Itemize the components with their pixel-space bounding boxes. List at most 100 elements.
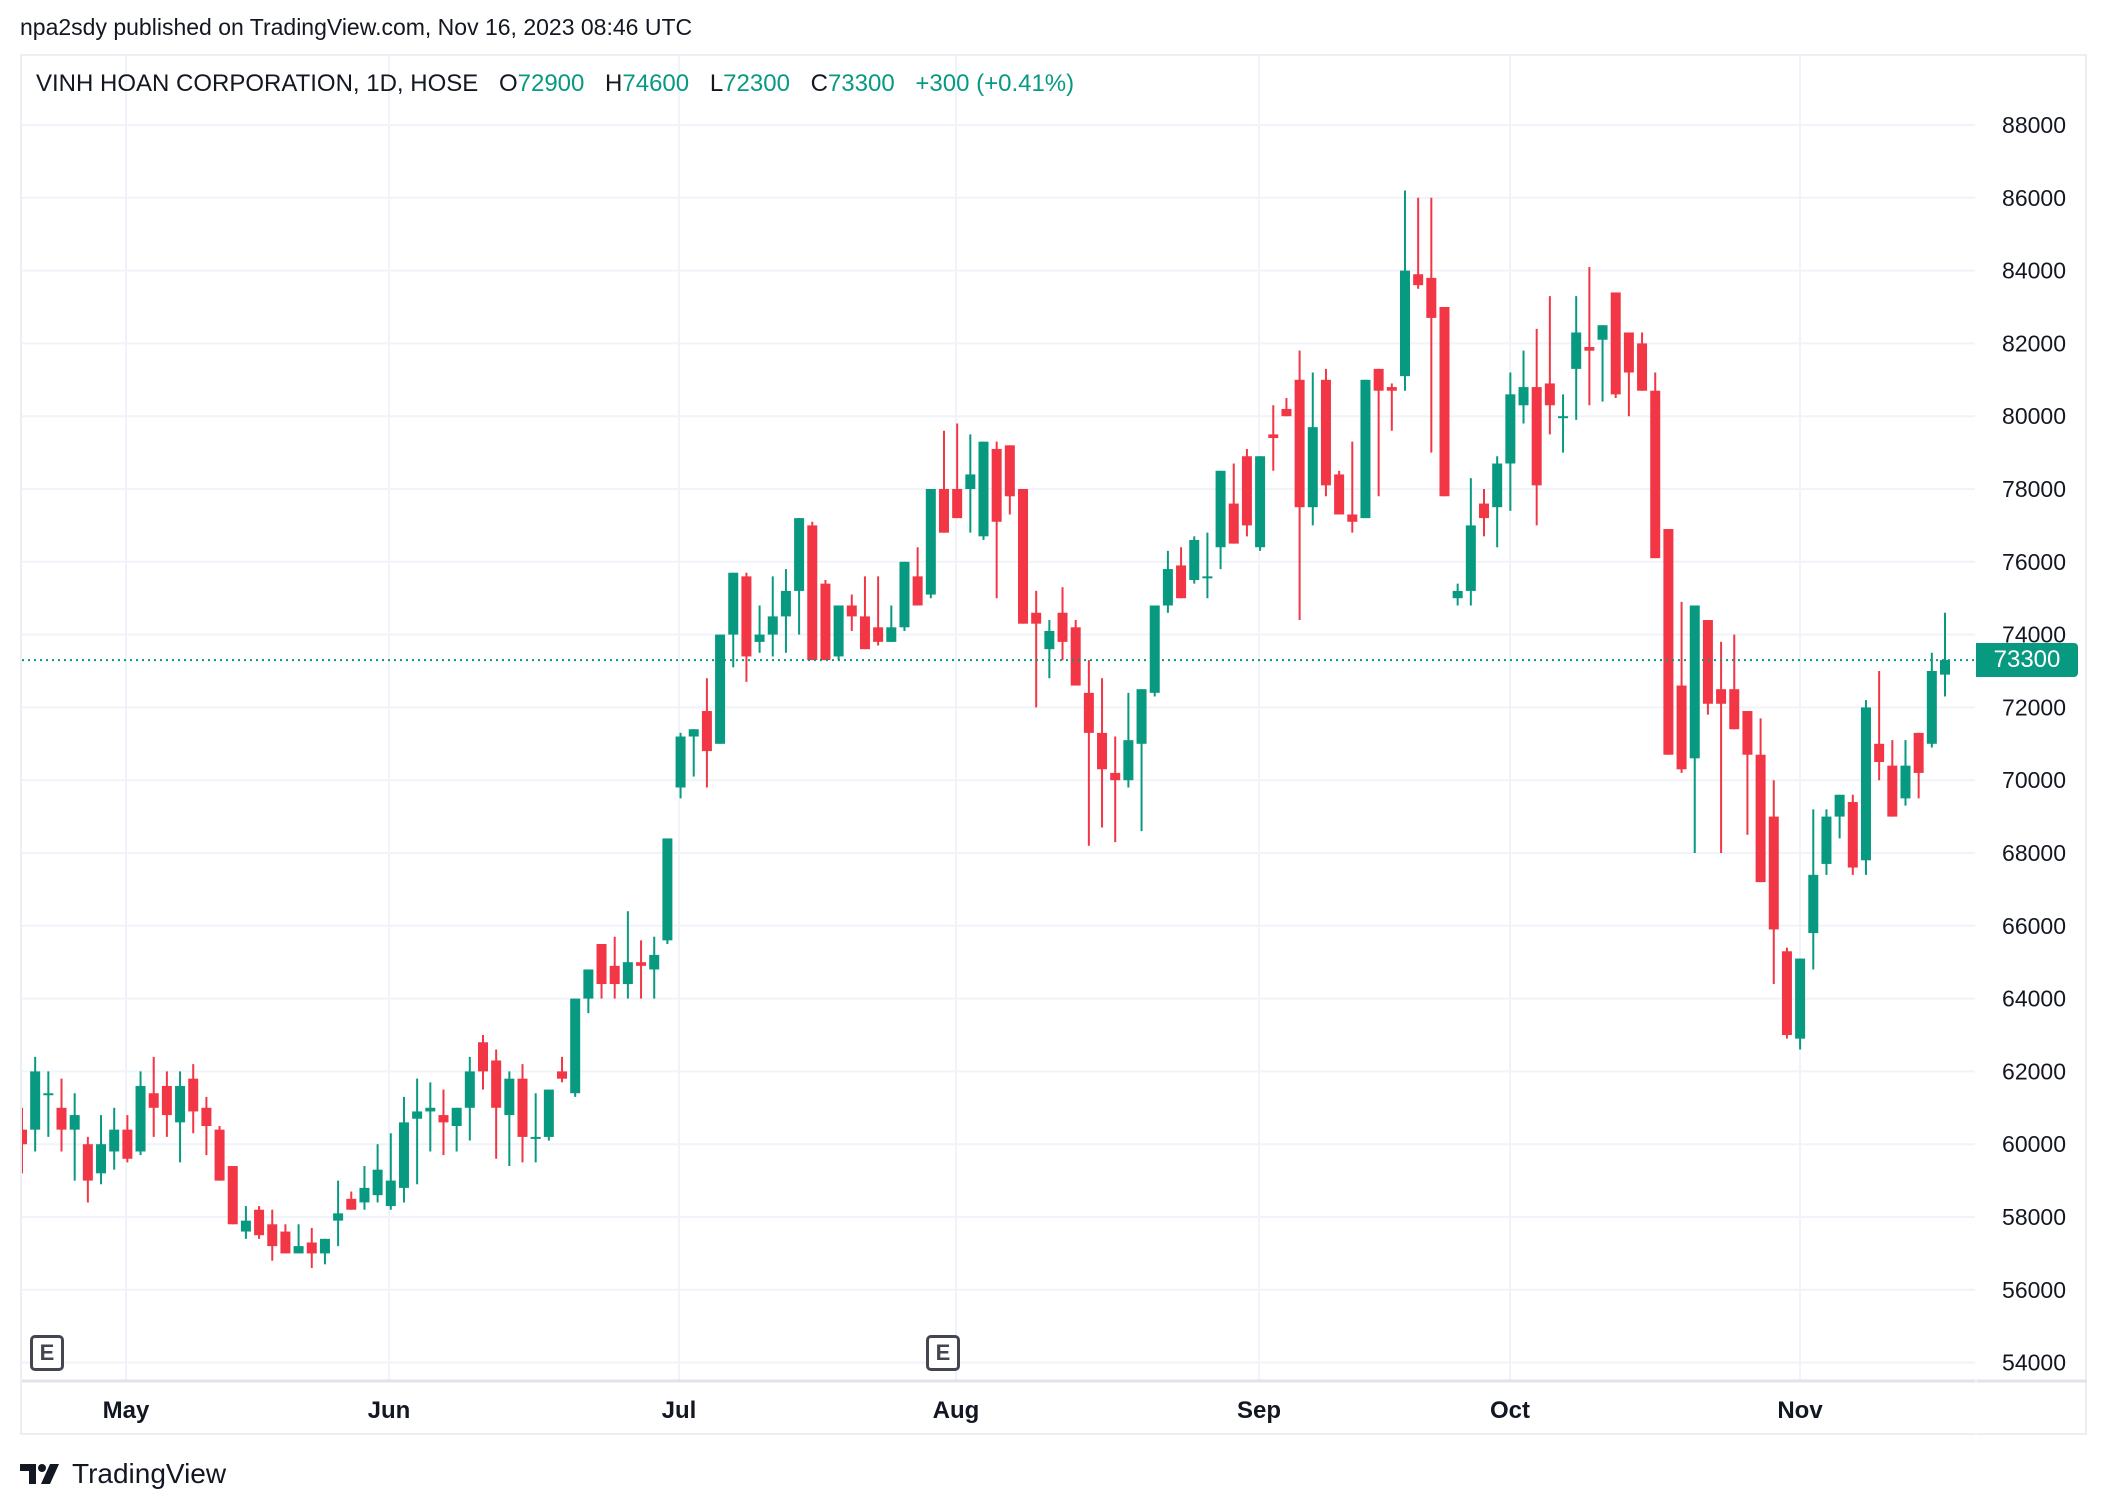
candle-body[interactable]: [43, 1093, 54, 1096]
candle-body[interactable]: [1426, 277, 1437, 318]
candle-body[interactable]: [161, 1085, 172, 1116]
candle-body[interactable]: [293, 1246, 304, 1254]
candle-body[interactable]: [1215, 470, 1226, 548]
candle-body[interactable]: [952, 489, 963, 519]
candle-body[interactable]: [491, 1060, 502, 1108]
candle-body[interactable]: [412, 1111, 423, 1119]
candle-body[interactable]: [372, 1169, 383, 1196]
symbol-title[interactable]: VINH HOAN CORPORATION, 1D, HOSE: [36, 70, 479, 97]
candle-body[interactable]: [1755, 754, 1766, 883]
candle-body[interactable]: [1044, 630, 1055, 650]
candle-body[interactable]: [1663, 529, 1674, 755]
candle-body[interactable]: [1913, 732, 1924, 773]
candle-body[interactable]: [1399, 270, 1410, 377]
candle-body[interactable]: [1479, 503, 1490, 519]
candle-body[interactable]: [1492, 463, 1503, 508]
candle-body[interactable]: [175, 1085, 186, 1123]
candle-body[interactable]: [741, 576, 752, 657]
candle-body[interactable]: [728, 572, 739, 635]
candle-body[interactable]: [1110, 772, 1121, 781]
candle-body[interactable]: [859, 616, 870, 650]
candle-body[interactable]: [1821, 816, 1832, 864]
candle-body[interactable]: [1123, 740, 1134, 781]
candle-body[interactable]: [504, 1078, 515, 1116]
candle-body[interactable]: [820, 583, 831, 661]
candle-body[interactable]: [1874, 743, 1885, 762]
candle-body[interactable]: [1702, 620, 1713, 704]
candle-body[interactable]: [701, 711, 712, 752]
candle-body[interactable]: [1571, 332, 1582, 369]
candle-body[interactable]: [333, 1213, 344, 1221]
candle-body[interactable]: [1268, 434, 1279, 439]
candle-body[interactable]: [477, 1042, 488, 1072]
candle-body[interactable]: [1716, 689, 1727, 704]
candle-body[interactable]: [807, 525, 818, 661]
candle-body[interactable]: [1031, 612, 1042, 624]
candle-body[interactable]: [767, 616, 778, 635]
tradingview-logo[interactable]: TradingView: [20, 1458, 226, 1490]
candle-body[interactable]: [17, 1129, 27, 1145]
candle-body[interactable]: [1676, 685, 1687, 770]
candle-body[interactable]: [1136, 689, 1147, 744]
candle-body[interactable]: [254, 1209, 265, 1236]
candle-body[interactable]: [1847, 802, 1858, 868]
candle-body[interactable]: [688, 729, 699, 737]
candle-body[interactable]: [398, 1122, 409, 1188]
candle-body[interactable]: [1597, 325, 1608, 340]
candle-body[interactable]: [122, 1129, 133, 1159]
candle-body[interactable]: [833, 605, 844, 657]
candle-body[interactable]: [96, 1144, 107, 1174]
candle-body[interactable]: [1795, 958, 1806, 1039]
candle-body[interactable]: [1808, 874, 1819, 934]
candle-body[interactable]: [1531, 387, 1542, 486]
candle-body[interactable]: [1241, 456, 1252, 526]
candle-body[interactable]: [780, 590, 791, 617]
candle-body[interactable]: [227, 1166, 238, 1225]
candle-body[interactable]: [1057, 612, 1068, 642]
candle-body[interactable]: [188, 1078, 199, 1112]
candle-body[interactable]: [557, 1071, 568, 1079]
candle-body[interactable]: [1294, 379, 1305, 508]
candle-body[interactable]: [1149, 605, 1160, 693]
candle-body[interactable]: [1452, 590, 1463, 599]
candle-body[interactable]: [662, 838, 673, 941]
candle-body[interactable]: [1689, 605, 1700, 759]
candle-body[interactable]: [1742, 711, 1753, 755]
candle-body[interactable]: [1439, 307, 1450, 497]
candle-body[interactable]: [873, 627, 884, 642]
candle-body[interactable]: [148, 1093, 159, 1108]
candle-body[interactable]: [30, 1071, 41, 1130]
candle-body[interactable]: [425, 1107, 436, 1112]
candle-body[interactable]: [1373, 368, 1384, 391]
candle-body[interactable]: [214, 1129, 225, 1181]
candle-body[interactable]: [846, 605, 857, 617]
candle-body[interactable]: [1413, 274, 1424, 286]
candle-body[interactable]: [1202, 576, 1213, 579]
candle-body[interactable]: [978, 441, 989, 537]
candle-body[interactable]: [438, 1115, 449, 1123]
candle-body[interactable]: [1347, 514, 1358, 522]
candle-body[interactable]: [1189, 539, 1200, 580]
candle-body[interactable]: [1584, 347, 1595, 351]
candle-body[interactable]: [359, 1187, 370, 1203]
candle-body[interactable]: [319, 1238, 330, 1254]
candle-body[interactable]: [543, 1089, 554, 1137]
candle-body[interactable]: [1610, 292, 1621, 395]
candle-body[interactable]: [280, 1231, 291, 1254]
candle-body[interactable]: [570, 998, 581, 1094]
candle-body[interactable]: [1768, 816, 1779, 930]
candle-body[interactable]: [1781, 951, 1792, 1035]
candle-body[interactable]: [794, 518, 805, 591]
candle-body[interactable]: [1320, 379, 1331, 486]
candle-body[interactable]: [346, 1198, 357, 1210]
candle-body[interactable]: [1334, 474, 1345, 515]
candle-body[interactable]: [1176, 565, 1187, 599]
candle-body[interactable]: [1162, 569, 1173, 606]
candle-body[interactable]: [1623, 332, 1634, 373]
candle-body[interactable]: [1637, 343, 1648, 391]
candle-body[interactable]: [464, 1071, 475, 1108]
candle-body[interactable]: [109, 1129, 120, 1152]
candle-body[interactable]: [517, 1078, 528, 1137]
candle-body[interactable]: [1518, 387, 1529, 406]
